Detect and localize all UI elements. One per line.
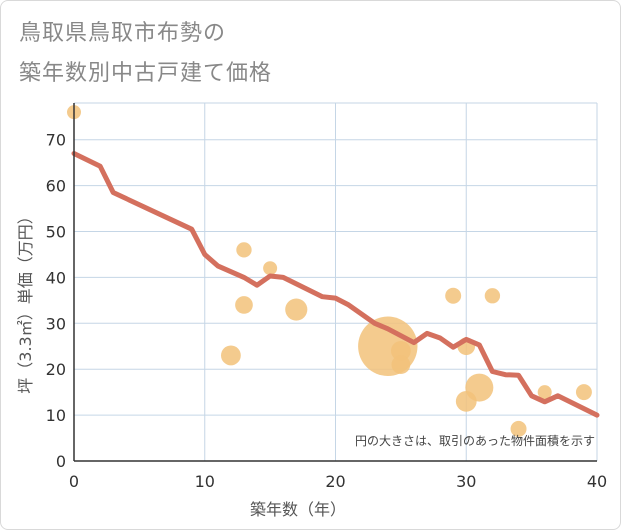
y-tick-label: 0 <box>56 452 66 471</box>
y-tick-label: 70 <box>46 131 66 150</box>
bubble-layer <box>67 105 592 437</box>
scatter-point <box>537 385 552 400</box>
y-tick-label: 50 <box>46 223 66 242</box>
x-tick-label: 40 <box>587 472 607 491</box>
scatter-point <box>391 355 411 375</box>
scatter-point <box>390 340 411 361</box>
scatter-point <box>484 288 501 304</box>
x-tick-label: 10 <box>195 472 215 491</box>
y-tick-label: 10 <box>46 406 66 425</box>
average-price-line <box>71 151 600 418</box>
x-tick-label: 30 <box>456 472 476 491</box>
y-tick-label: 60 <box>46 177 66 196</box>
y-axis-title: 坪（3.3㎡）単価（万円） <box>16 208 35 393</box>
y-tick-label: 30 <box>46 314 66 333</box>
tick-labels: 0 10 20 30 40 0 10 20 30 40 50 60 70 <box>46 131 608 491</box>
scatter-point <box>510 420 527 437</box>
line-layer <box>71 151 600 418</box>
y-tick-label: 20 <box>46 360 66 379</box>
scatter-point <box>445 287 462 304</box>
chart-title-line1: 鳥取県鳥取市布勢の <box>19 21 227 46</box>
scatter-point <box>285 298 308 321</box>
chart-title-line2: 築年数別中古戸建て価格 <box>19 61 273 86</box>
scatter-point <box>236 242 252 258</box>
scatter-point <box>455 390 477 412</box>
scatter-point <box>235 296 253 314</box>
size-annotation: 円の大きさは、取引のあった物件面積を示す <box>355 433 595 448</box>
x-tick-label: 0 <box>69 472 79 491</box>
grid-lines <box>74 102 598 461</box>
axes <box>73 103 597 462</box>
scatter-point <box>221 345 241 366</box>
y-tick-label: 40 <box>46 268 66 287</box>
scatter-point <box>575 384 592 401</box>
x-axis-title: 築年数（年） <box>250 500 346 519</box>
scatter-point <box>263 261 278 276</box>
x-tick-label: 20 <box>325 472 345 491</box>
